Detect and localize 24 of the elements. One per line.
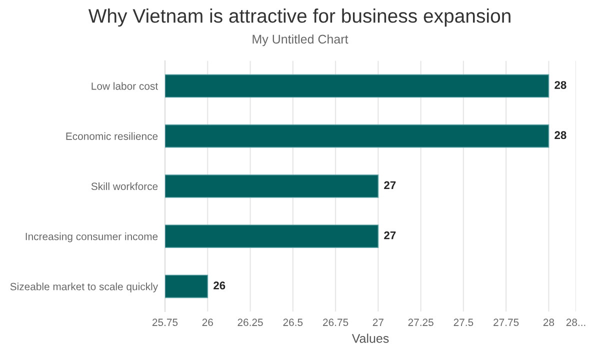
y-tick-label: Increasing consumer income: [26, 232, 158, 242]
x-tick-label: 27: [372, 318, 384, 326]
x-tick-label: 26.5: [283, 318, 303, 326]
x-tick-label: 26.25: [238, 318, 263, 326]
data-label: 26: [214, 282, 226, 290]
x-axis-title: Values: [352, 334, 389, 343]
y-tick-label: Skill workforce: [91, 182, 158, 190]
x-tick-label: 25.75: [152, 318, 178, 326]
chart-title: Why Vietnam is attractive for business expansion: [88, 8, 510, 27]
x-tick-label: 27.75: [494, 318, 519, 326]
data-label: 27: [384, 181, 396, 190]
x-tick-label: 26: [202, 318, 213, 326]
data-label: 28: [554, 81, 566, 89]
y-tick-label: Low labor cost: [92, 82, 158, 90]
y-tick-label: Economic resilience: [66, 132, 158, 140]
data-label: 28: [554, 131, 566, 140]
x-tick-label: 26.75: [323, 318, 348, 326]
x-tick-label: 27.25: [408, 318, 434, 326]
x-tick-label: 28...: [566, 318, 586, 326]
x-tick-label: 27.5: [454, 318, 474, 326]
chart-subtitle: My Untitled Chart: [252, 34, 348, 46]
data-label: 27: [384, 231, 396, 240]
x-tick-label: 28: [543, 318, 554, 326]
y-tick-label: Sizeable market to scale quickly: [10, 282, 158, 292]
